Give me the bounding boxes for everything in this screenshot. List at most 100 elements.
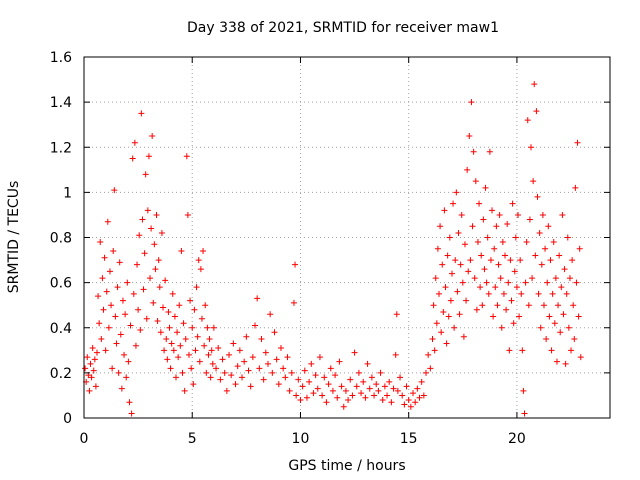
x-tick-label: 5 <box>188 431 197 447</box>
data-point <box>562 360 569 367</box>
data-point <box>381 383 388 390</box>
axis-ticks: 0 5 10 15 20 0 0.2 0.4 0.6 0.8 1 1.2 1.4 1.6 <box>50 50 610 447</box>
data-point <box>219 356 226 363</box>
data-point <box>128 410 135 417</box>
data-point <box>342 387 349 394</box>
data-point <box>420 392 427 399</box>
data-point <box>154 317 161 324</box>
data-point <box>161 347 168 354</box>
data-point <box>158 229 165 236</box>
data-point <box>430 302 437 309</box>
data-point <box>118 385 125 392</box>
data-point <box>347 376 354 383</box>
data-point <box>446 234 453 241</box>
data-point <box>506 347 513 354</box>
data-point <box>524 117 531 124</box>
data-point <box>112 313 119 320</box>
data-point <box>334 394 341 401</box>
data-point <box>213 365 220 372</box>
data-point <box>329 387 336 394</box>
data-point <box>175 354 182 361</box>
data-point <box>293 392 300 399</box>
data-point <box>196 358 203 365</box>
data-point <box>456 311 463 318</box>
data-point <box>273 356 280 363</box>
data-point <box>515 211 522 218</box>
data-point <box>93 349 100 356</box>
data-point <box>321 374 328 381</box>
x-tick-label: 20 <box>508 431 526 447</box>
data-point <box>288 369 295 376</box>
data-point <box>140 286 147 293</box>
data-point <box>493 223 500 230</box>
data-point <box>450 200 457 207</box>
data-point <box>454 288 461 295</box>
data-point <box>349 392 356 399</box>
data-point <box>197 266 204 273</box>
data-point <box>166 324 173 331</box>
data-point <box>544 279 551 286</box>
data-point <box>280 365 287 372</box>
data-point <box>269 369 276 376</box>
data-point <box>168 340 175 347</box>
data-point <box>205 351 212 358</box>
data-point <box>102 347 109 354</box>
data-point <box>474 239 481 246</box>
data-point <box>523 239 530 246</box>
data-point <box>336 358 343 365</box>
data-point <box>340 403 347 410</box>
data-point <box>195 257 202 264</box>
data-point <box>497 275 504 282</box>
data-point <box>178 248 185 255</box>
data-point <box>204 324 211 331</box>
data-point <box>306 378 313 385</box>
y-tick-label: 0.4 <box>50 321 72 337</box>
data-point <box>375 387 382 394</box>
y-tick-label: 0.2 <box>50 366 72 382</box>
data-point <box>260 376 267 383</box>
data-point <box>452 257 459 264</box>
data-point <box>91 356 98 363</box>
data-point <box>201 342 208 349</box>
data-point <box>228 372 235 379</box>
data-point <box>403 383 410 390</box>
data-points <box>82 81 584 417</box>
data-point <box>392 351 399 358</box>
data-point <box>284 354 291 361</box>
data-point <box>98 336 105 343</box>
data-point <box>82 365 89 372</box>
data-point <box>516 313 523 320</box>
y-tick-label: 1.4 <box>50 95 72 111</box>
data-point <box>470 148 477 155</box>
data-point <box>247 383 254 390</box>
data-point <box>427 365 434 372</box>
y-tick-label: 0.6 <box>50 276 72 292</box>
data-point <box>463 297 470 304</box>
data-point <box>568 347 575 354</box>
data-point <box>540 302 547 309</box>
data-point <box>164 356 171 363</box>
data-point <box>167 365 174 372</box>
data-point <box>466 132 473 139</box>
data-point <box>551 320 558 327</box>
data-point <box>448 270 455 277</box>
data-point <box>498 324 505 331</box>
data-point <box>165 308 172 315</box>
data-point <box>184 211 191 218</box>
data-point <box>143 315 150 322</box>
data-point <box>301 367 308 374</box>
data-point <box>297 396 304 403</box>
data-point <box>486 148 493 155</box>
data-point <box>187 297 194 304</box>
data-point <box>256 365 263 372</box>
data-point <box>390 385 397 392</box>
data-point <box>308 360 315 367</box>
data-point <box>549 290 556 297</box>
y-tick-label: 1 <box>63 185 72 201</box>
data-point <box>277 345 284 352</box>
data-point <box>557 329 564 336</box>
data-point <box>171 313 178 320</box>
data-point <box>520 387 527 394</box>
data-point <box>485 290 492 297</box>
data-point <box>150 299 157 306</box>
